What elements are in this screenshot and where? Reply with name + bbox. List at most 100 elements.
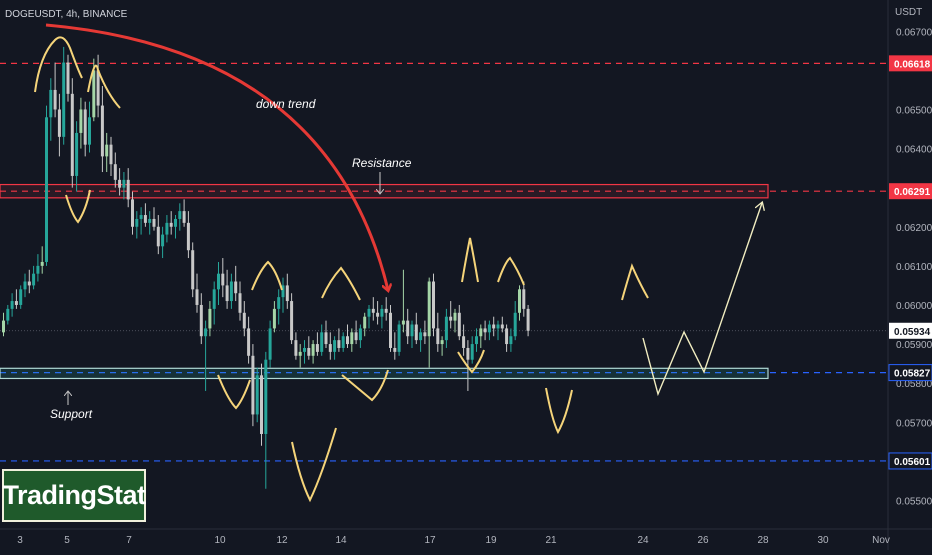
trough-mark: [65, 189, 91, 224]
price-label-box: [889, 55, 932, 72]
candle-body: [272, 308, 276, 329]
candle-body: [449, 316, 453, 321]
peak-mark: [251, 260, 283, 291]
candle-body: [100, 105, 104, 157]
x-tick-label: 19: [485, 535, 497, 546]
candle-body: [281, 285, 285, 298]
price-label-box: [888, 452, 932, 470]
candle-body: [315, 344, 319, 352]
candle-body: [346, 336, 349, 345]
candle-body: [487, 324, 491, 333]
candle-body: [23, 281, 27, 290]
candle-body: [204, 328, 208, 337]
candle-body: [496, 324, 500, 329]
candle-body: [462, 336, 466, 348]
candle-body: [174, 218, 177, 227]
candle-body: [311, 344, 315, 356]
price-label: 0.05827: [894, 369, 931, 380]
candle-body: [135, 218, 139, 227]
candle-body: [518, 289, 521, 313]
candle-body: [492, 324, 496, 329]
candle-body: [242, 312, 246, 329]
candle-body: [320, 332, 324, 352]
candle-body: [427, 281, 431, 337]
candle-body: [522, 289, 526, 309]
candle-body: [371, 308, 375, 313]
candle-body: [165, 222, 169, 235]
candle-body: [255, 375, 259, 415]
candle-body: [483, 328, 487, 333]
candle-body: [88, 117, 91, 145]
trough-mark: [341, 369, 389, 402]
candle-body: [36, 265, 40, 274]
candle-body: [45, 117, 48, 262]
candle-body: [457, 312, 461, 337]
candle-body: [380, 308, 384, 317]
candle-body: [328, 344, 332, 352]
candle-body: [423, 332, 427, 337]
candle-body: [57, 109, 61, 137]
candle-body: [139, 215, 143, 219]
support-label: Support: [50, 407, 93, 421]
candle-body: [27, 281, 31, 286]
y-tick-label: 0.06400: [896, 145, 932, 156]
candle-body: [513, 312, 517, 337]
candle-body: [122, 179, 126, 188]
candle-body: [509, 336, 513, 345]
downtrend-arrow: [45, 23, 388, 290]
candle-body: [238, 293, 242, 313]
candle-body: [277, 297, 281, 309]
x-tick-label: Nov: [872, 535, 890, 546]
peak-mark: [87, 64, 121, 109]
candle-body: [118, 179, 122, 188]
candle-body: [341, 336, 345, 348]
candle-body: [19, 289, 23, 305]
candle-body: [260, 375, 263, 434]
candle-body: [350, 332, 354, 345]
candle-body: [83, 109, 87, 145]
candle-body: [113, 164, 117, 180]
candle-body: [307, 347, 311, 356]
candle-body: [389, 312, 392, 348]
candle-body: [10, 301, 14, 309]
candle-body: [414, 324, 418, 341]
y-tick-label: 0.05700: [896, 418, 932, 429]
price-label: 0.06291: [894, 187, 931, 198]
candle-body: [505, 328, 509, 345]
x-tick-label: 24: [637, 535, 649, 546]
candle-body: [212, 289, 216, 309]
x-tick-label: 30: [817, 535, 829, 546]
x-tick-label: 28: [757, 535, 769, 546]
candle-body: [397, 324, 401, 352]
candle-body: [143, 215, 147, 223]
candle-body: [32, 273, 36, 286]
candle-body: [79, 109, 83, 133]
candle-body: [195, 289, 199, 305]
y-tick-label: 0.05800: [896, 379, 932, 390]
price-label-box: [888, 364, 932, 382]
candle-body: [221, 273, 225, 286]
x-tick-label: 21: [545, 535, 557, 546]
x-tick-label: 5: [64, 535, 70, 546]
candle-body: [40, 261, 44, 266]
candle-body: [324, 332, 328, 345]
candle-body: [186, 222, 190, 251]
x-tick-label: 17: [424, 535, 436, 546]
price-label-box: [889, 322, 932, 339]
x-tick-label: 10: [214, 535, 226, 546]
candle-body: [234, 281, 238, 294]
x-tick-label: 12: [276, 535, 288, 546]
candle-body: [298, 351, 302, 356]
candle-body: [105, 144, 109, 157]
candle-body: [401, 320, 405, 325]
candle-body: [479, 328, 483, 337]
candle-body: [444, 316, 448, 341]
candle-body: [290, 301, 294, 341]
candle-body: [199, 304, 203, 337]
x-tick-label: 14: [335, 535, 347, 546]
candle-body: [376, 312, 380, 317]
candle-body: [148, 218, 152, 223]
candle-body: [337, 340, 341, 348]
